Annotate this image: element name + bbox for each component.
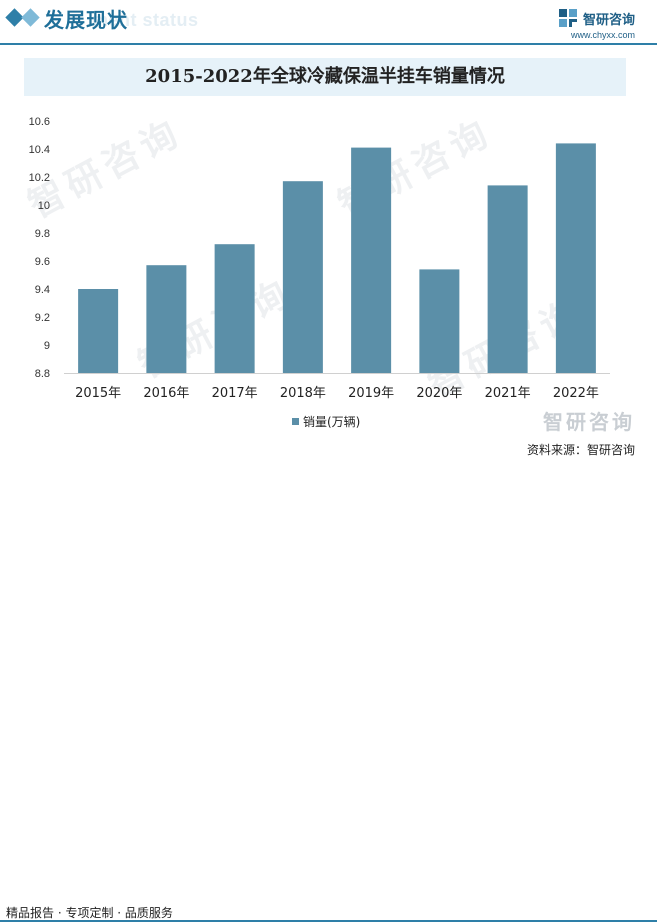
legend: 销量(万辆)	[292, 413, 360, 430]
y-tick-label: 9.8	[35, 228, 50, 240]
y-tick-label: 9.2	[35, 312, 50, 324]
y-tick-label: 9	[44, 340, 50, 352]
x-tick-label: 2016年	[143, 386, 189, 401]
legend-label: 销量(万辆)	[303, 415, 361, 429]
x-axis: 2015年 2016年 2017年 2018年 2019年 2020年 2021年 2022年	[75, 386, 599, 401]
chart-title-banner	[24, 58, 626, 96]
y-tick-label: 9.6	[35, 256, 50, 268]
bar	[487, 185, 528, 373]
x-tick-label: 2018年	[280, 386, 326, 401]
page-header: ment status 发展现状 智研咨询 www.chyxx.com	[0, 0, 657, 45]
legend-swatch	[292, 418, 299, 425]
footer: 精品报告 · 专项定制 · 品质服务	[0, 450, 657, 922]
bars	[78, 143, 596, 373]
bar	[419, 269, 460, 373]
x-tick-label: 2019年	[348, 386, 394, 401]
x-tick-label: 2017年	[212, 386, 258, 401]
bar	[146, 265, 187, 373]
section-title: 发展现状	[44, 8, 128, 32]
brand-logo-icon	[558, 9, 577, 27]
x-tick-label: 2022年	[553, 386, 599, 401]
source-note: 资料来源：智研咨询	[526, 443, 635, 457]
y-tick-label: 10.6	[29, 116, 50, 128]
chart-title: 2015-2022年全球冷藏保温半挂车销量情况	[145, 66, 505, 87]
y-axis: 8.8 9 9.2 9.4 9.6 9.8 10 10.2 10.4 10.6	[29, 116, 50, 380]
y-tick-label: 8.8	[35, 368, 50, 380]
bar	[214, 244, 255, 373]
bar-chart: 8.8 9 9.2 9.4 9.6 9.8 10 10.2 10.4 10.6 2015年 2016…	[29, 116, 610, 401]
x-tick-label: 2015年	[75, 386, 121, 401]
watermark-text: 智研咨询	[543, 410, 635, 434]
watermark-logo: 智研咨询	[543, 406, 635, 435]
bar	[351, 147, 392, 373]
header-divider	[0, 43, 657, 45]
bar	[555, 143, 596, 373]
y-tick-label: 10.4	[29, 144, 50, 156]
bar	[282, 181, 323, 373]
x-tick-label: 2021年	[485, 386, 531, 401]
y-tick-label: 9.4	[35, 284, 50, 296]
brand-name: 智研咨询	[582, 12, 635, 28]
x-tick-label: 2020年	[416, 386, 462, 401]
y-tick-label: 10.2	[29, 172, 50, 184]
footer-tagline: 精品报告 · 专项定制 · 品质服务	[6, 906, 173, 920]
y-tick-label: 10	[38, 200, 50, 212]
bar	[78, 289, 119, 373]
brand: 智研咨询	[557, 7, 635, 29]
brand-url: www.chyxx.com	[570, 30, 635, 40]
